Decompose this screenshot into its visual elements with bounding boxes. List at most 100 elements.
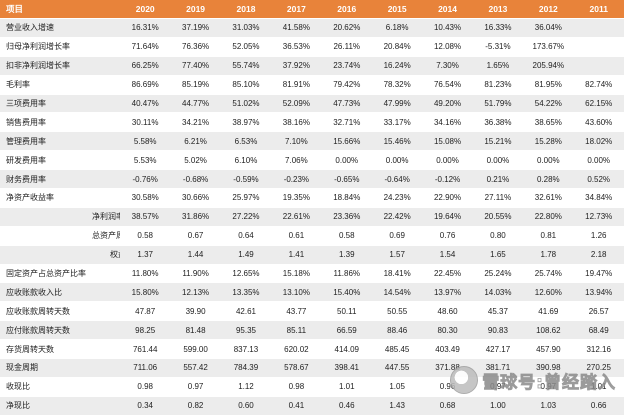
row-value: -0.23% bbox=[283, 174, 310, 184]
row-value: 0.81 bbox=[540, 231, 557, 241]
row-value: 0.41 bbox=[288, 401, 305, 411]
row-value: 1.44 bbox=[187, 250, 204, 260]
row-value: 0.60 bbox=[238, 401, 254, 411]
row-value: 22.90% bbox=[433, 193, 462, 203]
row-value: 48.60 bbox=[437, 306, 458, 316]
snowball-logo-icon bbox=[450, 366, 479, 394]
table-row: 研发费用率 5.53% 5.02% 6.10% 7.06% 0.00% 0.00% 0.00%… bbox=[0, 151, 624, 171]
row-value: 36.04% bbox=[534, 23, 562, 33]
row-label: 销售费用率 bbox=[6, 117, 46, 127]
header-year: 2020 bbox=[135, 4, 155, 14]
row-value: -0.12% bbox=[434, 174, 461, 184]
row-value: 81.23% bbox=[484, 80, 512, 90]
row-value: 173.67% bbox=[532, 42, 565, 52]
row-value: 34.21% bbox=[182, 117, 210, 127]
row-value: 44.77% bbox=[182, 99, 210, 108]
row-value: 81.48 bbox=[185, 325, 206, 335]
row-value: 16.24% bbox=[383, 61, 411, 71]
row-value: 0.64 bbox=[238, 231, 254, 241]
row-value: 5.02% bbox=[184, 155, 207, 165]
row-value: 2.18 bbox=[590, 250, 607, 260]
row-value: 76.36% bbox=[182, 42, 210, 52]
row-value: -0.68% bbox=[182, 174, 209, 184]
row-value: 13.10% bbox=[282, 287, 310, 297]
row-value: 761.44 bbox=[132, 344, 158, 354]
row-value: 0.97 bbox=[540, 382, 557, 392]
row-value: -0.64% bbox=[384, 174, 410, 184]
row-value: 38.57% bbox=[131, 212, 159, 222]
row-value: 108.62 bbox=[536, 325, 561, 335]
row-value: 381.71 bbox=[485, 363, 511, 373]
row-value: 15.46% bbox=[383, 136, 411, 146]
row-value: 85.11 bbox=[286, 325, 307, 335]
row-value: 31.86% bbox=[182, 212, 210, 222]
row-value: 1.78 bbox=[540, 250, 557, 260]
row-value: 23.36% bbox=[333, 212, 361, 222]
row-value: 26.11% bbox=[333, 42, 361, 52]
row-value: 1.49 bbox=[238, 250, 254, 260]
table-row: 归母净利润增长率 71.64% 76.36% 52.05% 36.53% 26.11% 20… bbox=[0, 38, 624, 57]
row-label: 总资产周转率 bbox=[92, 231, 120, 241]
row-value: 0.98 bbox=[288, 382, 305, 392]
table-row: 销售费用率 30.11% 34.21% 38.97% 38.16% 32.71% 33.17… bbox=[0, 113, 624, 133]
row-value: 0.00% bbox=[587, 155, 611, 165]
row-label: 归母净利润增长率 bbox=[6, 42, 70, 52]
row-label: 管理费用率 bbox=[6, 136, 46, 146]
row-value: 1.65 bbox=[490, 250, 506, 260]
row-value: 13.35% bbox=[232, 287, 260, 297]
row-value: 7.06% bbox=[285, 155, 308, 165]
row-value: 398.41 bbox=[334, 363, 359, 373]
row-value: 79.42% bbox=[333, 80, 361, 90]
row-value: 457.90 bbox=[536, 344, 561, 354]
row-label: 应收账款收入比 bbox=[6, 287, 62, 297]
row-value: 26.57 bbox=[588, 306, 609, 316]
row-value: 0.68 bbox=[439, 401, 456, 411]
row-value: 13.97% bbox=[433, 287, 462, 297]
header-label: 项目 bbox=[6, 4, 24, 14]
row-value: 55.74% bbox=[232, 61, 260, 71]
row-value: 66.25% bbox=[131, 61, 159, 71]
table-row: 应付账款周转天数 98.25 81.48 95.35 85.11 66.59 88.46 80… bbox=[0, 321, 624, 341]
row-value: 49.20% bbox=[433, 99, 462, 108]
row-value: 15.80% bbox=[131, 287, 159, 297]
row-value: 1.26 bbox=[590, 231, 607, 241]
row-value: 71.64% bbox=[131, 42, 159, 52]
header-year: 2015 bbox=[387, 4, 407, 14]
row-label: 存货周转天数 bbox=[6, 344, 54, 354]
row-value: 0.46 bbox=[338, 401, 355, 411]
row-value: 15.08% bbox=[433, 136, 462, 146]
row-value: 62.15% bbox=[585, 99, 613, 108]
row-value: 0.58 bbox=[338, 231, 355, 241]
row-value: 0.82 bbox=[187, 401, 204, 411]
row-value: 6.10% bbox=[234, 155, 258, 165]
row-value: 0.97 bbox=[490, 382, 506, 392]
row-value: 414.09 bbox=[334, 344, 359, 354]
row-label: 研发费用率 bbox=[6, 155, 46, 165]
row-value: 0.21% bbox=[486, 174, 510, 184]
row-label: 营业收入增速 bbox=[6, 23, 54, 33]
row-value: 15.28% bbox=[534, 136, 562, 146]
row-value: 0.69 bbox=[389, 231, 405, 241]
row-value: 18.84% bbox=[333, 193, 361, 203]
row-value: 47.87 bbox=[135, 306, 156, 316]
row-value: 312.16 bbox=[586, 344, 611, 354]
row-value: 14.54% bbox=[383, 287, 411, 297]
table-row: 权益乘数 1.37 1.44 1.49 1.41 1.39 1.57 1.54 1.65 1.78… bbox=[0, 245, 624, 265]
row-label: 净利润率 bbox=[92, 212, 120, 222]
row-value: 7.10% bbox=[285, 136, 308, 146]
table-row: 收现比 0.98 0.97 1.12 0.98 1.01 1.05 0.96 0.97 0.97 1… bbox=[0, 378, 624, 397]
row-value: 43.60% bbox=[585, 117, 613, 127]
row-value: 34.16% bbox=[433, 117, 462, 127]
row-value: 0.00% bbox=[335, 155, 359, 165]
row-value: 578.67 bbox=[284, 363, 309, 373]
row-value: 14.03% bbox=[484, 287, 512, 297]
row-value: 51.79% bbox=[484, 99, 512, 108]
table-row: 扣非净利润增长率 66.25% 77.40% 55.74% 37.92% 23.74% 16… bbox=[0, 56, 624, 76]
row-value: 18.02% bbox=[585, 136, 613, 146]
row-value: 15.18% bbox=[282, 269, 310, 279]
row-value: 30.58% bbox=[131, 193, 159, 203]
table-body: 营业收入增速 16.31% 37.19% 31.03% 41.58% 20.62% 6.18… bbox=[0, 19, 624, 416]
row-value: 427.17 bbox=[485, 344, 511, 354]
row-value: 42.61 bbox=[235, 306, 256, 316]
